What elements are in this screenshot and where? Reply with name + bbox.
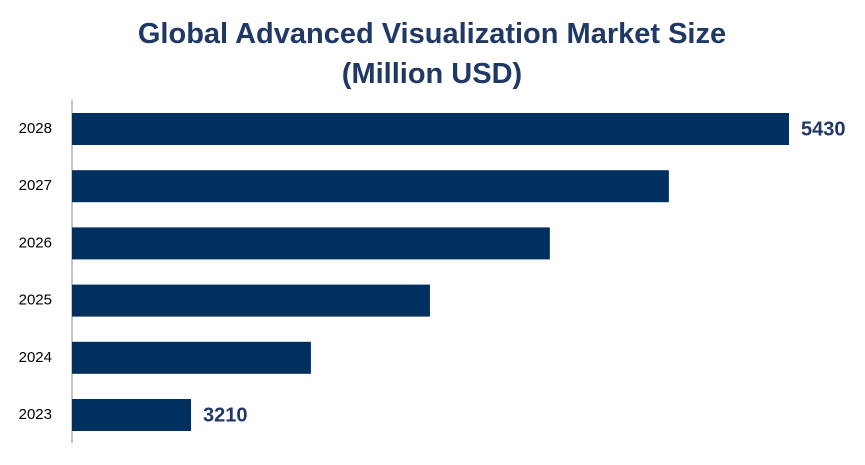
bar	[72, 399, 192, 431]
bar	[72, 341, 311, 374]
value-label: 3210	[203, 404, 248, 426]
y-tick-label: 2027	[19, 177, 52, 194]
bar	[72, 113, 789, 145]
y-tick-label: 2024	[19, 349, 52, 366]
y-tick-label: 2028	[19, 120, 52, 137]
bar	[72, 170, 669, 203]
chart-title: Global Advanced Visualization Market Siz…	[137, 18, 727, 90]
y-tick-label: 2025	[19, 292, 52, 309]
value-label: 5430	[801, 118, 846, 140]
y-tick-label: 2023	[19, 406, 52, 423]
y-tick-label: 2026	[19, 234, 52, 251]
bar	[72, 284, 430, 317]
bar	[72, 227, 550, 260]
